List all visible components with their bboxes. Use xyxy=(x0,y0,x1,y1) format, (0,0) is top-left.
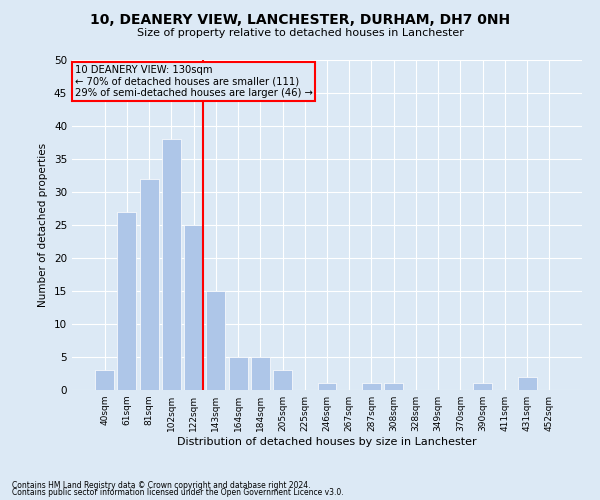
Bar xyxy=(184,225,203,390)
Y-axis label: Number of detached properties: Number of detached properties xyxy=(38,143,49,307)
Bar xyxy=(384,384,403,390)
Bar xyxy=(140,179,158,390)
Bar xyxy=(251,357,270,390)
Bar xyxy=(518,377,536,390)
Bar xyxy=(229,357,248,390)
Text: Contains HM Land Registry data © Crown copyright and database right 2024.: Contains HM Land Registry data © Crown c… xyxy=(12,480,311,490)
Bar xyxy=(362,384,381,390)
Bar xyxy=(162,139,181,390)
Text: Contains public sector information licensed under the Open Government Licence v3: Contains public sector information licen… xyxy=(12,488,344,497)
Text: 10 DEANERY VIEW: 130sqm
← 70% of detached houses are smaller (111)
29% of semi-d: 10 DEANERY VIEW: 130sqm ← 70% of detache… xyxy=(74,65,313,98)
Text: 10, DEANERY VIEW, LANCHESTER, DURHAM, DH7 0NH: 10, DEANERY VIEW, LANCHESTER, DURHAM, DH… xyxy=(90,12,510,26)
Bar xyxy=(273,370,292,390)
Text: Size of property relative to detached houses in Lanchester: Size of property relative to detached ho… xyxy=(137,28,463,38)
Bar xyxy=(95,370,114,390)
Bar xyxy=(118,212,136,390)
Bar xyxy=(317,384,337,390)
Bar xyxy=(473,384,492,390)
Bar xyxy=(206,291,225,390)
X-axis label: Distribution of detached houses by size in Lanchester: Distribution of detached houses by size … xyxy=(177,437,477,447)
